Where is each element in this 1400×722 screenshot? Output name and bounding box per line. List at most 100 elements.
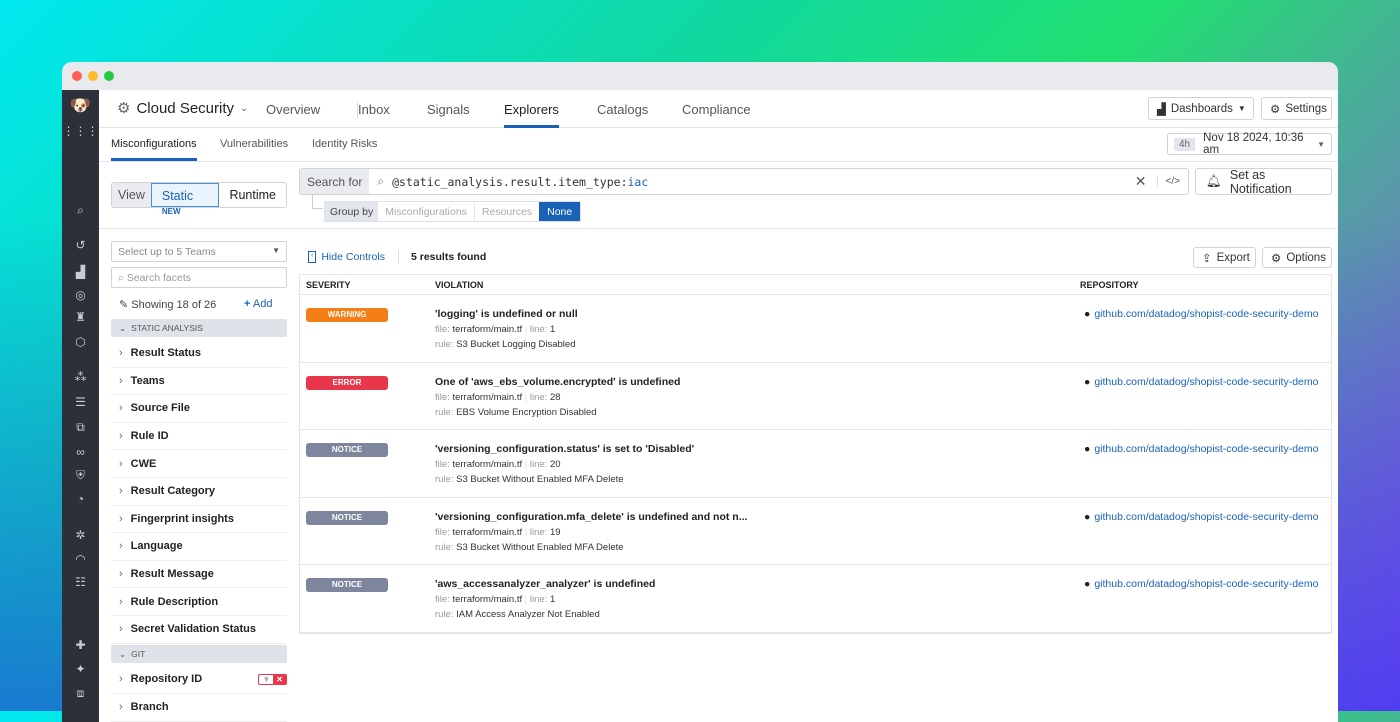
nav-explorers[interactable]: Explorers: [504, 102, 559, 128]
github-icon: ●: [1084, 510, 1091, 523]
hide-controls-button[interactable]: ‹ Hide Controls: [308, 251, 385, 263]
infrastructure-icon[interactable]: ⁂: [74, 370, 87, 384]
search-facets-input[interactable]: ⌕ Search facets: [111, 267, 287, 288]
severity-badge: NOTICE: [306, 578, 388, 592]
violation-title[interactable]: 'aws_accessanalyzer_analyzer' is undefin…: [435, 578, 656, 590]
search-icon: ⌕: [118, 272, 124, 284]
facet-item[interactable]: › Rule Description: [111, 588, 287, 616]
maximize-window-button[interactable]: [104, 71, 114, 81]
search-input[interactable]: @static_analysis.result.item_type:iac: [392, 175, 1125, 189]
group-by-resources[interactable]: Resources: [481, 206, 533, 218]
facet-item[interactable]: › Result Message: [111, 561, 287, 589]
apm-icon[interactable]: ⧉: [76, 420, 85, 434]
file-value: terraform/main.tf: [452, 594, 523, 605]
close-window-button[interactable]: [72, 71, 82, 81]
repository-link[interactable]: ● github.com/datadog/shopist-code-securit…: [1084, 308, 1318, 320]
settings-button[interactable]: ⚙ Settings: [1261, 97, 1332, 120]
cube-icon[interactable]: ⬡: [75, 335, 86, 349]
dashboards-button[interactable]: ▟ Dashboards ▼: [1148, 97, 1254, 120]
history-icon[interactable]: ↺: [75, 238, 86, 252]
export-button[interactable]: ⇪ Export: [1193, 247, 1256, 268]
view-runtime-button[interactable]: Runtime: [229, 188, 276, 202]
facet-item[interactable]: › Result Status: [111, 340, 287, 368]
nav-compliance[interactable]: Compliance: [682, 102, 751, 117]
nav-overview[interactable]: Overview: [266, 102, 321, 117]
facet-item[interactable]: › Fingerprint insights: [111, 506, 287, 534]
facet-filter-badge[interactable]: ▼ ✕: [258, 673, 287, 685]
tab-identity-risks[interactable]: Identity Risks: [312, 138, 378, 150]
integrations-icon[interactable]: ✚: [75, 638, 86, 652]
repository-link[interactable]: ● github.com/datadog/shopist-code-securit…: [1084, 376, 1318, 388]
time-picker[interactable]: 4h Nov 18 2024, 10:36 am ▼: [1167, 132, 1332, 156]
bug-icon[interactable]: ✲: [75, 528, 86, 542]
view-static-button[interactable]: Static NEW: [150, 183, 220, 216]
facet-item[interactable]: › CWE: [111, 450, 287, 478]
datadog-logo-icon[interactable]: 🐶: [69, 96, 92, 115]
options-button[interactable]: ⚙ Options: [1262, 247, 1332, 268]
violation-rule: rule: EBS Volume Encryption Disabled: [435, 407, 597, 418]
screens-icon[interactable]: ⧈: [76, 686, 85, 700]
section-git[interactable]: ⌄ GIT: [111, 645, 287, 663]
line-label: line:: [529, 391, 548, 403]
dashboards-icon[interactable]: ▟: [75, 265, 86, 279]
synthetics-icon[interactable]: ☷: [75, 575, 86, 589]
product-switcher[interactable]: ⚙ Cloud Security ⌄: [117, 99, 248, 118]
nav-catalogs[interactable]: Catalogs: [597, 102, 649, 117]
group-by-misconfigurations[interactable]: Misconfigurations: [378, 202, 475, 221]
set-as-notification-button[interactable]: 🔔︎ Set as Notification: [1195, 168, 1332, 196]
facet-item[interactable]: › Secret Validation Status: [111, 616, 287, 644]
facet-label: Secret Validation Status: [130, 623, 256, 636]
column-violation[interactable]: VIOLATION: [435, 280, 484, 290]
security-shield-icon[interactable]: ⛨: [75, 468, 85, 482]
nav-inbox[interactable]: Inbox: [358, 102, 390, 117]
facet-repository-id[interactable]: › Repository ID ▼ ✕: [111, 666, 287, 694]
logs-icon[interactable]: ☰: [75, 395, 86, 409]
table-row[interactable]: WARNING 'logging' is undefined or null f…: [300, 295, 1331, 363]
facet-item[interactable]: › Rule ID: [111, 423, 287, 451]
new-badge: NEW: [161, 207, 181, 216]
repository-link[interactable]: ● github.com/datadog/shopist-code-securit…: [1084, 578, 1318, 590]
group-by-none[interactable]: None: [539, 202, 581, 221]
table-row[interactable]: NOTICE 'aws_accessanalyzer_analyzer' is …: [300, 565, 1331, 633]
monitors-icon[interactable]: ◎: [75, 288, 86, 302]
remove-filter-icon[interactable]: ✕: [273, 674, 286, 684]
add-facet-button[interactable]: + Add: [244, 298, 272, 310]
section-static-analysis[interactable]: ⌄ STATIC ANALYSIS: [111, 319, 287, 337]
table-row[interactable]: NOTICE 'versioning_configuration.mfa_del…: [300, 498, 1331, 565]
violation-title[interactable]: One of 'aws_ebs_volume.encrypted' is und…: [435, 375, 681, 388]
table-row[interactable]: ERROR One of 'aws_ebs_volume.encrypted' …: [300, 363, 1331, 430]
violation-title[interactable]: 'logging' is undefined or null: [435, 308, 578, 320]
column-severity[interactable]: SEVERITY: [306, 280, 351, 290]
code-view-icon[interactable]: </>: [1156, 176, 1188, 187]
repository-link[interactable]: ● github.com/datadog/shopist-code-securit…: [1084, 443, 1318, 455]
sparkle-icon[interactable]: ✦: [75, 662, 86, 676]
violation-title[interactable]: 'versioning_configuration.status' is set…: [435, 443, 695, 455]
table-row[interactable]: NOTICE 'versioning_configuration.status'…: [300, 430, 1331, 498]
chevron-right-icon: ›: [119, 402, 123, 415]
caret-down-icon: ▼: [1317, 139, 1325, 149]
tab-misconfigurations[interactable]: Misconfigurations: [111, 138, 197, 161]
minimize-window-button[interactable]: [88, 71, 98, 81]
facet-item[interactable]: › Source File: [111, 395, 287, 423]
add-label: Add: [252, 298, 273, 310]
column-repository[interactable]: REPOSITORY: [1080, 280, 1139, 290]
violation-title[interactable]: 'versioning_configuration.mfa_delete' is…: [435, 510, 748, 523]
rum-icon[interactable]: ◔: [76, 492, 85, 506]
gauge-icon[interactable]: ◠: [75, 552, 86, 566]
repository-link[interactable]: ● github.com/datadog/shopist-code-securit…: [1084, 511, 1318, 523]
link-icon[interactable]: ∞: [76, 445, 85, 459]
binoculars-icon[interactable]: ♜: [75, 310, 86, 324]
nav-signals[interactable]: Signals: [427, 102, 470, 117]
search-icon[interactable]: ⌕: [77, 203, 84, 217]
collapse-icon: ‹: [308, 251, 317, 263]
facet-item[interactable]: › Language: [111, 533, 287, 561]
tab-vulnerabilities[interactable]: Vulnerabilities: [220, 138, 289, 150]
clear-icon[interactable]: ✕: [1134, 173, 1147, 189]
apps-grid-icon[interactable]: ⋮⋮⋮: [62, 124, 99, 138]
facet-item[interactable]: › Result Category: [111, 478, 287, 506]
facet-branch[interactable]: › Branch: [111, 694, 287, 722]
facet-item[interactable]: › Teams: [111, 368, 287, 396]
group-by-control: Group by Misconfigurations Resources Non…: [324, 201, 582, 222]
line-value: 28: [549, 391, 561, 403]
teams-select[interactable]: Select up to 5 Teams ▼: [111, 241, 287, 262]
